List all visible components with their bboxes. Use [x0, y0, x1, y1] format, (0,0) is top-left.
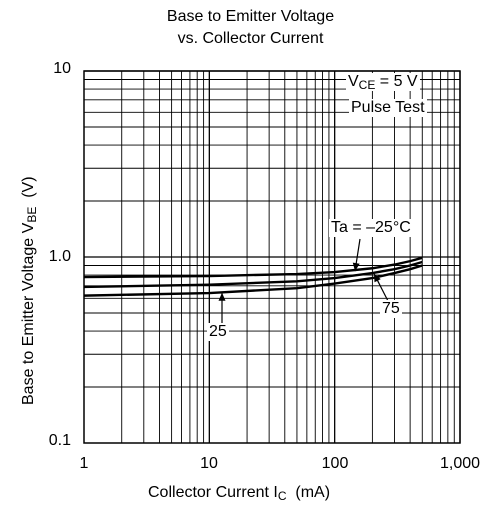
series-label-minus25: Ta = –25°C	[329, 219, 413, 237]
chart-title-line1: Base to Emitter Voltage	[166, 8, 335, 25]
series-line-3	[83, 264, 423, 297]
x-axis-label: Collector Current IC (mA)	[148, 484, 331, 503]
y-tick-label-1: 1.0	[48, 248, 71, 265]
y-axis-label: Base to Emitter Voltage VBE (V)	[20, 176, 39, 405]
condition-pulse-test: Pulse Test	[349, 99, 427, 117]
series-line-2	[83, 260, 423, 289]
series-label-75: 75	[380, 300, 402, 318]
plot-frame	[83, 70, 461, 444]
series-label-25: 25	[207, 323, 229, 341]
annotation-arrow-25-head	[218, 292, 226, 301]
chart-title-line2: vs. Collector Current	[177, 30, 324, 47]
annotation-arrow-75-head	[374, 273, 381, 283]
annotation-arrow-minus25-head	[352, 262, 360, 272]
x-tick-label-10: 10	[200, 455, 218, 472]
series-line-1	[83, 256, 423, 279]
x-tick-label-100: 100	[321, 455, 349, 472]
y-tick-label-0-1: 0.1	[48, 432, 71, 449]
x-tick-label-1: 1	[79, 455, 89, 472]
x-tick-label-1000: 1,000	[439, 455, 481, 472]
y-tick-label-10: 10	[53, 60, 71, 77]
condition-vce: VCE = 5 V	[346, 73, 420, 92]
